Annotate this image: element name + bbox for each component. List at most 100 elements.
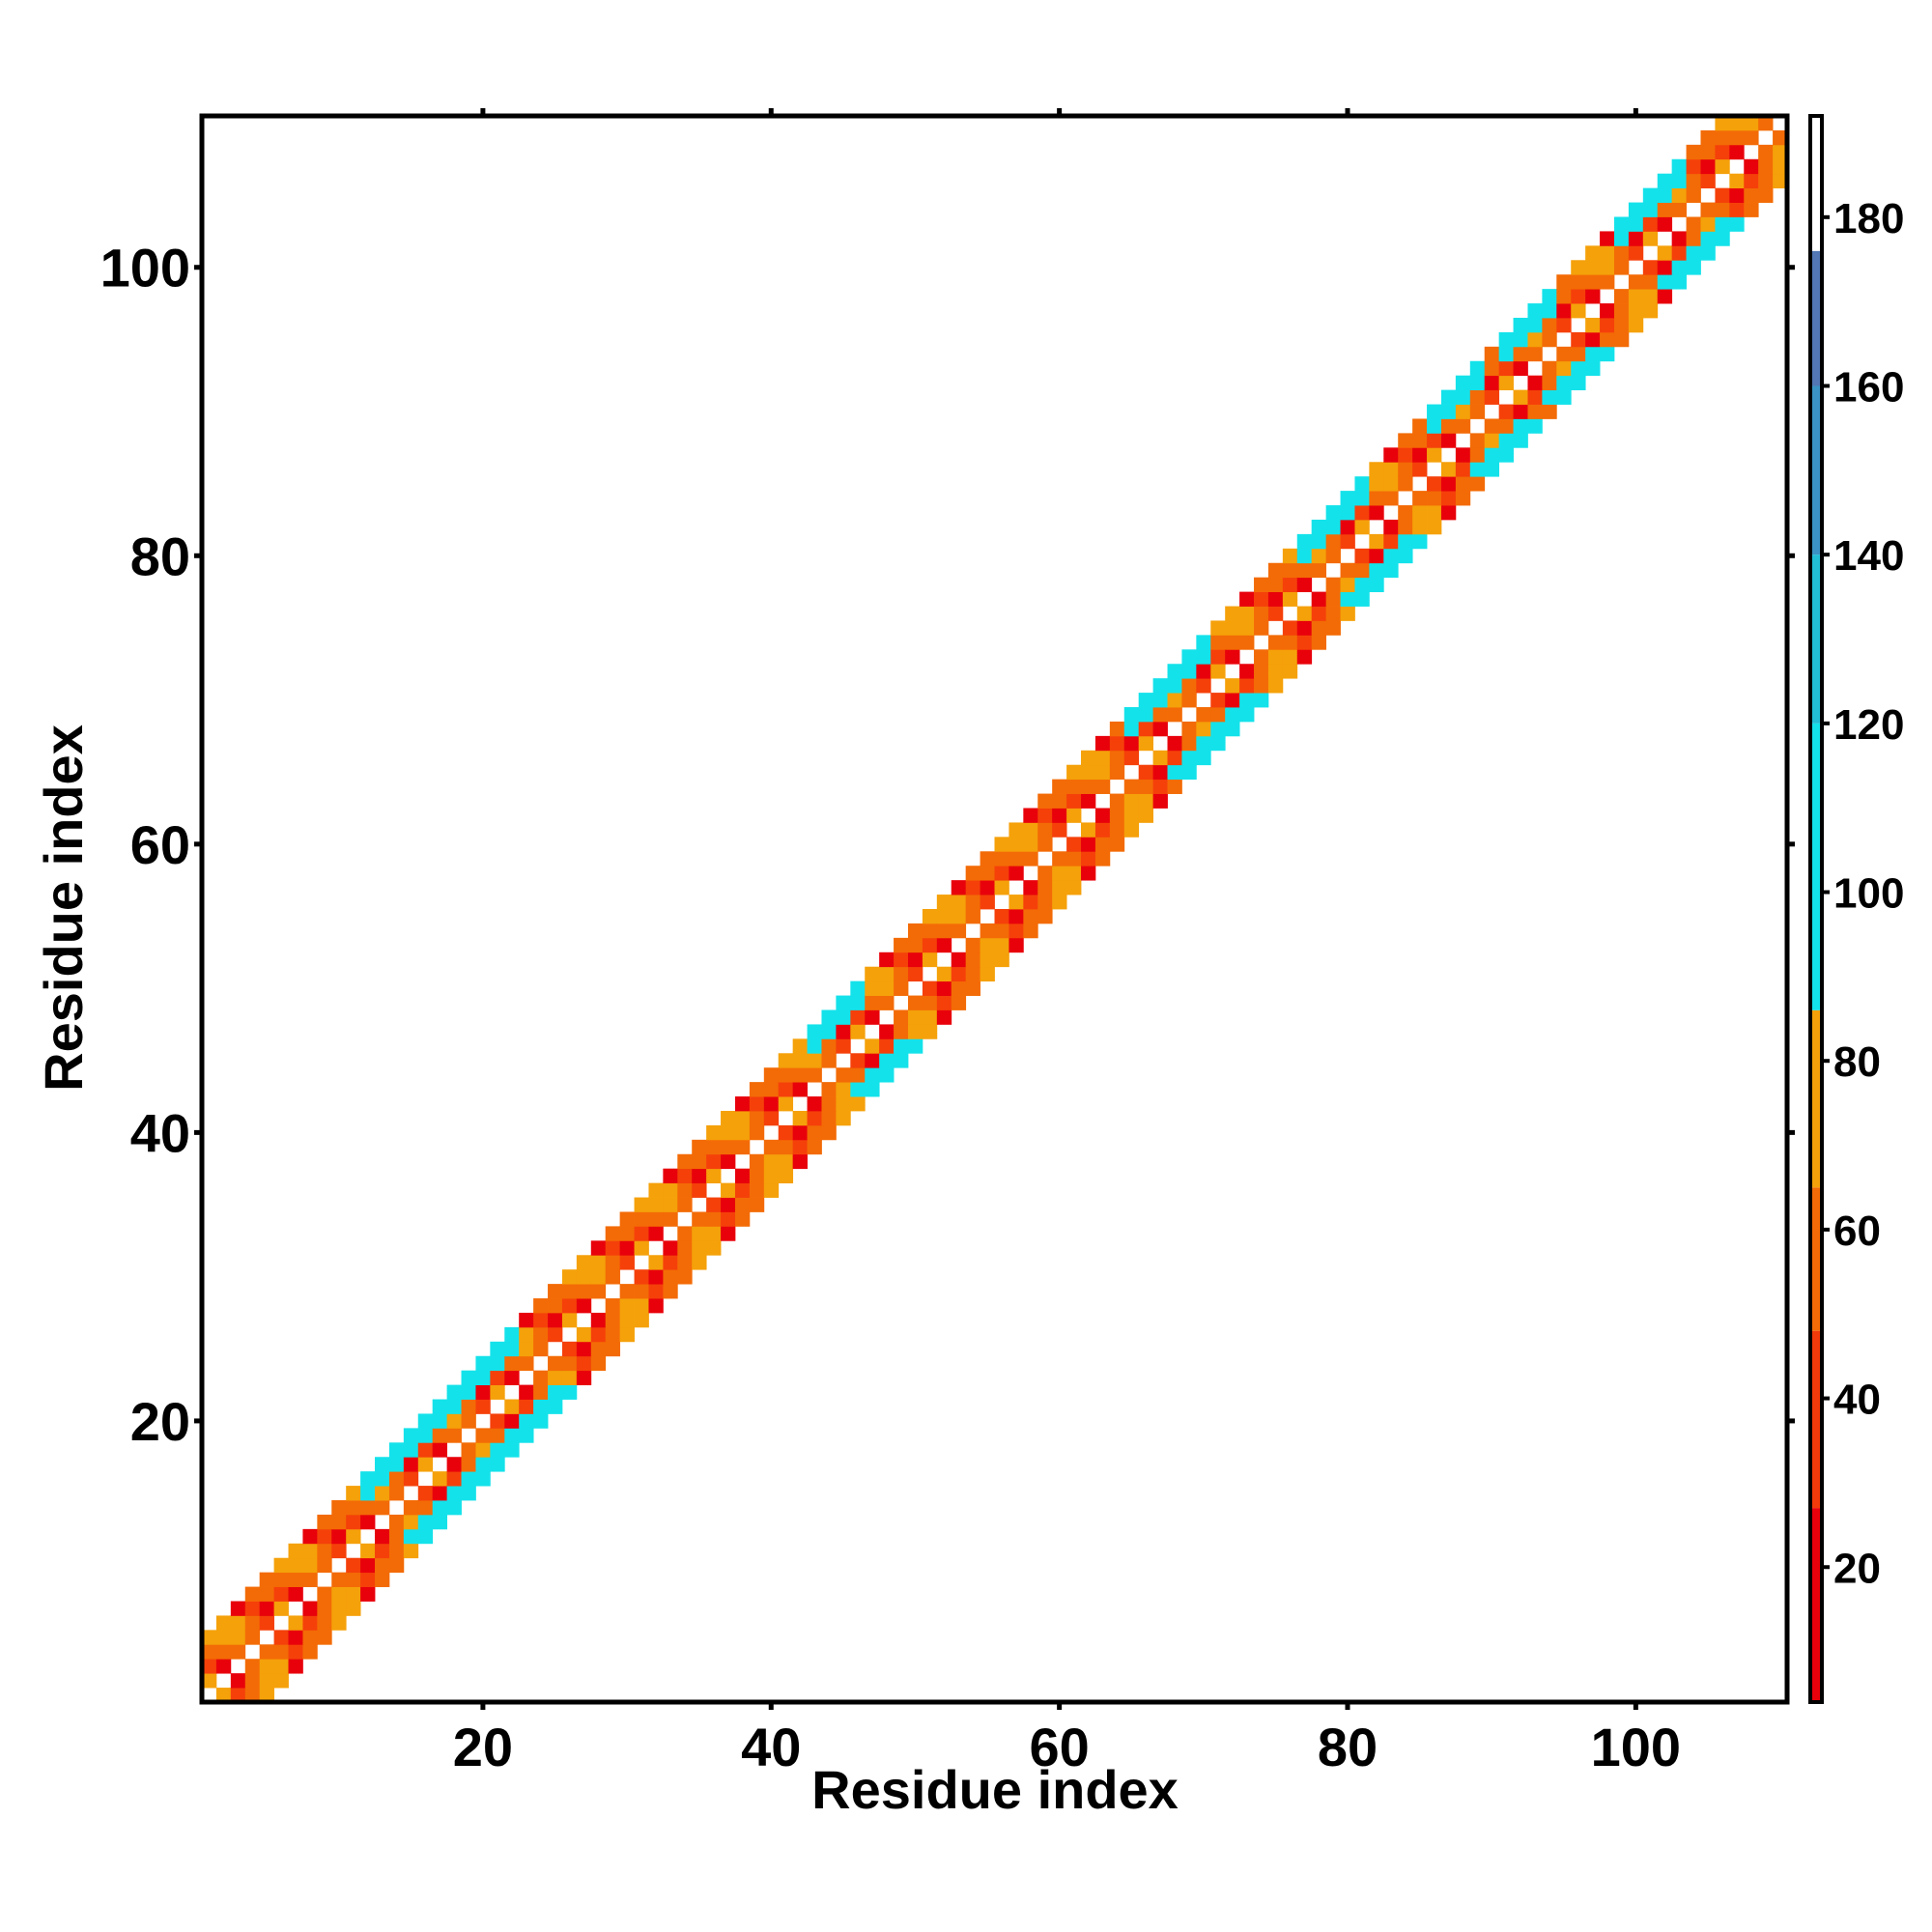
heatmap-cell <box>980 851 995 867</box>
heatmap-cell <box>302 1528 318 1545</box>
heatmap-cell <box>1744 173 1759 189</box>
heatmap-cell <box>346 1557 361 1574</box>
heatmap-cell <box>749 1082 765 1097</box>
heatmap-cell <box>288 1644 303 1660</box>
heatmap-cell <box>1498 331 1514 348</box>
heatmap-cell <box>432 1514 448 1530</box>
heatmap-cell <box>1369 505 1384 521</box>
heatmap-cell <box>1009 837 1024 852</box>
heatmap-cell <box>1671 158 1687 175</box>
heatmap-cell <box>1469 389 1486 405</box>
heatmap-cell <box>576 1355 592 1372</box>
heatmap-cell <box>994 837 1009 852</box>
heatmap-cell <box>1440 389 1457 405</box>
heatmap-cell <box>1671 187 1687 203</box>
heatmap-cell <box>504 1413 520 1429</box>
heatmap-cell <box>1613 231 1630 246</box>
heatmap-cell <box>663 1240 678 1256</box>
heatmap-cell <box>1585 331 1601 348</box>
heatmap-cell <box>1600 231 1615 246</box>
heatmap-cell <box>1325 505 1341 521</box>
heatmap-cell <box>865 1009 880 1025</box>
heatmap-cell <box>1254 591 1269 607</box>
heatmap-cell <box>1657 173 1673 189</box>
heatmap-cell <box>446 1500 462 1516</box>
heatmap-cell <box>1427 433 1442 448</box>
heatmap-cell <box>1383 476 1399 492</box>
heatmap-cell <box>1023 880 1038 895</box>
heatmap-cell <box>1123 779 1140 794</box>
heatmap-cell <box>1427 418 1442 434</box>
heatmap-cell <box>1686 245 1701 261</box>
heatmap-cell <box>648 1197 664 1212</box>
heatmap-cell <box>1354 519 1370 535</box>
heatmap-cell <box>922 1024 938 1039</box>
heatmap-cell <box>1715 116 1730 131</box>
heatmap-cell <box>1225 707 1240 723</box>
heatmap-cell <box>1628 274 1644 290</box>
heatmap-cell <box>1571 289 1586 304</box>
heatmap-cell <box>1527 389 1543 405</box>
heatmap-cell <box>331 1514 347 1530</box>
heatmap-cell <box>1354 562 1370 579</box>
heatmap-cell <box>230 1673 246 1689</box>
heatmap-cell <box>1542 375 1557 391</box>
y-tick-label: 60 <box>130 814 190 875</box>
heatmap-cell <box>1613 331 1630 348</box>
heatmap-cell <box>1340 519 1355 535</box>
heatmap-cell <box>865 995 880 1010</box>
heatmap-cell <box>1081 822 1096 838</box>
heatmap-cell <box>792 1082 808 1097</box>
heatmap-cell <box>360 1557 376 1574</box>
colorbar-tick-label: 120 <box>1833 701 1904 749</box>
heatmap-cell <box>548 1284 563 1299</box>
heatmap-cell <box>994 851 1009 867</box>
heatmap-cell <box>1196 707 1211 723</box>
heatmap-cell <box>1744 116 1759 131</box>
heatmap-cell <box>259 1673 274 1689</box>
heatmap-cell <box>1340 577 1355 592</box>
heatmap-cell <box>692 1153 707 1170</box>
heatmap-cell <box>1354 591 1370 607</box>
heatmap-cell <box>1744 158 1759 175</box>
heatmap-cell <box>1296 577 1313 592</box>
heatmap-cell <box>706 1211 722 1227</box>
heatmap-cell <box>590 1341 607 1357</box>
heatmap-cell <box>907 995 923 1010</box>
heatmap-cell <box>1037 866 1053 881</box>
heatmap-cell <box>763 1168 780 1184</box>
heatmap-cell <box>1109 764 1125 781</box>
heatmap-cell <box>850 1053 866 1068</box>
heatmap-cell <box>1758 116 1774 131</box>
colorbar-tick-label: 40 <box>1833 1377 1881 1424</box>
heatmap-cell <box>461 1413 476 1429</box>
heatmap-cell <box>879 1067 895 1083</box>
heatmap-cell <box>734 1124 751 1141</box>
heatmap-cell <box>475 1442 491 1458</box>
heatmap-cell <box>548 1399 563 1414</box>
heatmap-cell <box>288 1557 303 1574</box>
heatmap-cell <box>533 1341 549 1357</box>
heatmap-cell <box>504 1370 520 1385</box>
heatmap-cell <box>504 1428 520 1443</box>
heatmap-cell <box>273 1572 289 1587</box>
heatmap-cell <box>1311 620 1327 636</box>
heatmap-cell <box>461 1384 476 1400</box>
heatmap-cell <box>807 1096 822 1112</box>
heatmap-cell <box>821 1053 837 1068</box>
heatmap-cell <box>692 1211 707 1227</box>
heatmap-cell <box>273 1601 289 1616</box>
heatmap-cell <box>734 1096 751 1112</box>
heatmap-cell <box>1138 735 1153 752</box>
heatmap-cell <box>388 1528 405 1545</box>
heatmap-cell <box>721 1153 736 1170</box>
heatmap-cell <box>1455 375 1471 391</box>
heatmap-cell <box>302 1615 318 1631</box>
x-tick-label: 60 <box>1029 1717 1089 1777</box>
heatmap-cell <box>403 1543 419 1559</box>
heatmap-cell <box>1138 707 1153 723</box>
heatmap-cell <box>1037 880 1053 895</box>
heatmap-cell <box>1542 303 1557 319</box>
heatmap-cell <box>1325 519 1341 535</box>
heatmap-cell <box>663 1269 678 1285</box>
